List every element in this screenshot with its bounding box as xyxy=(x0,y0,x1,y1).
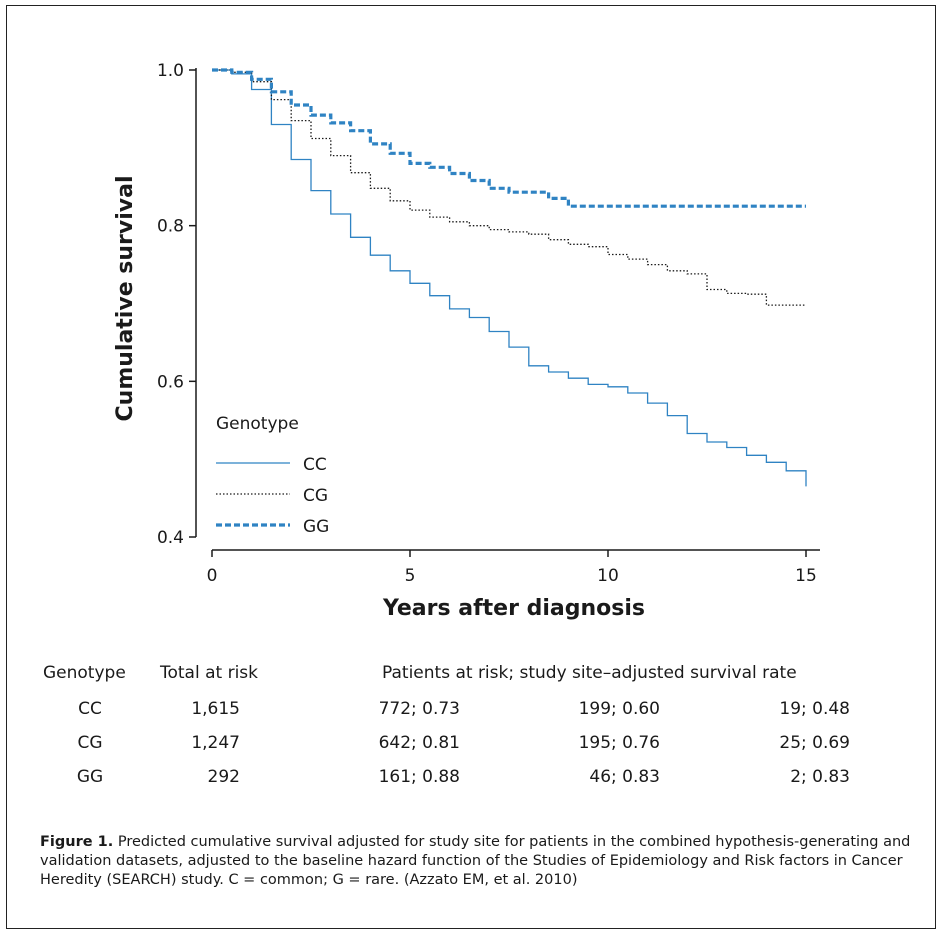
figure-frame xyxy=(6,5,936,929)
series-line-cc xyxy=(212,69,807,487)
risk-t15: 19; 0.48 xyxy=(779,699,850,719)
x-tick-label: 0 xyxy=(207,566,218,586)
risk-t15: 25; 0.69 xyxy=(779,733,850,753)
survival-chart: 0.4 0.6 0.8 1.0 0 5 10 15 Years after diagnosis C… xyxy=(113,61,820,621)
y-tick-label: 0.4 xyxy=(157,528,184,548)
legend-label-cc: CC xyxy=(303,455,327,475)
legend-label-gg: GG xyxy=(303,517,329,537)
risk-t10: 195; 0.76 xyxy=(578,733,660,753)
x-tick-label: 15 xyxy=(795,566,817,586)
risk-header-patients: Patients at risk; study site–adjusted su… xyxy=(382,663,797,683)
series-line-cg xyxy=(212,69,806,306)
risk-total: 1,615 xyxy=(191,699,240,719)
risk-t5: 642; 0.81 xyxy=(378,733,460,753)
caption-text: Predicted cumulative survival adjusted f… xyxy=(40,834,911,888)
risk-genotype: CC xyxy=(78,699,102,719)
y-axis-label: Cumulative survival xyxy=(113,176,138,422)
risk-t5: 772; 0.73 xyxy=(378,699,460,719)
figure-caption: Figure 1. Predicted cumulative survival … xyxy=(40,833,920,890)
risk-total: 292 xyxy=(207,767,240,787)
legend-title: Genotype xyxy=(216,414,299,434)
series-line-gg xyxy=(212,68,806,208)
risk-genotype: GG xyxy=(76,767,104,787)
risk-genotype: CG xyxy=(77,733,103,753)
risk-t10: 46; 0.83 xyxy=(589,767,660,787)
caption-label: Figure 1. xyxy=(40,834,114,850)
risk-header-total: Total at risk xyxy=(160,663,259,683)
y-tick-label: 0.6 xyxy=(157,372,184,392)
x-tick-label: 10 xyxy=(597,566,619,586)
y-tick-label: 0.8 xyxy=(157,217,184,237)
x-tick-label: 5 xyxy=(405,566,416,586)
risk-t10: 199; 0.60 xyxy=(578,699,660,719)
y-tick-label: 1.0 xyxy=(157,61,184,81)
risk-header-genotype: Genotype xyxy=(43,663,126,683)
risk-t15: 2; 0.83 xyxy=(790,767,850,787)
legend-label-cg: CG xyxy=(303,486,328,506)
risk-t5: 161; 0.88 xyxy=(378,767,460,787)
x-axis-label: Years after diagnosis xyxy=(382,596,645,621)
risk-total: 1,247 xyxy=(191,733,240,753)
